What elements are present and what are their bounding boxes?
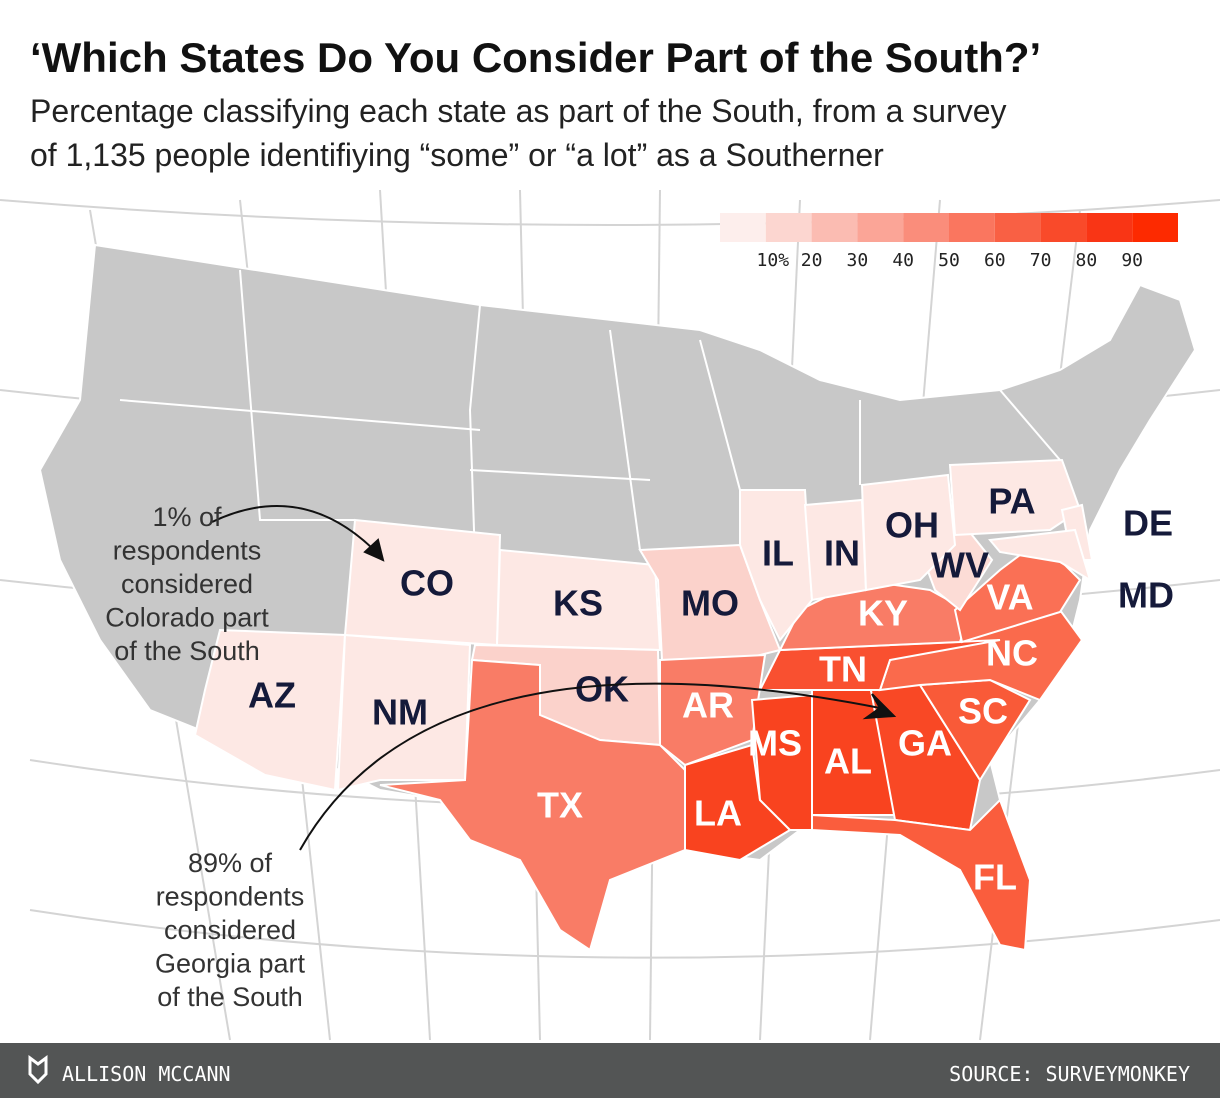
- state-label: IL: [762, 533, 794, 574]
- legend-label: 50: [938, 250, 960, 271]
- state-label: FL: [973, 857, 1017, 898]
- state-label: PA: [988, 481, 1035, 522]
- state: [988, 528, 1092, 583]
- annotation: Georgia part: [155, 949, 306, 979]
- state: [953, 538, 1082, 644]
- state-label: SC: [958, 691, 1008, 732]
- state-label: OH: [885, 505, 939, 546]
- state-label: IN: [824, 533, 860, 574]
- states: [193, 458, 1094, 952]
- legend-swatch: [765, 213, 812, 242]
- annotation: considered: [121, 569, 253, 599]
- logo: [28, 1055, 48, 1085]
- state-label: AZ: [248, 675, 296, 716]
- legend-swatch: [720, 213, 766, 242]
- footer-author: ALLISON MCCANN: [62, 1062, 231, 1086]
- state-label: DE: [1123, 503, 1173, 544]
- legend-label: 80: [1076, 250, 1098, 271]
- state-label: LA: [694, 793, 742, 834]
- title: ‘Which States Do You Consider Part of th…: [30, 34, 1041, 81]
- state: [860, 473, 957, 592]
- state-label: NM: [372, 692, 428, 733]
- annotation: 1% of: [152, 502, 222, 532]
- state: [739, 489, 814, 642]
- state-borders: [119, 269, 1061, 561]
- annotation: respondents: [156, 882, 305, 912]
- legend-swatch: [857, 213, 904, 242]
- legend-swatch: [1086, 213, 1133, 242]
- legend-label: 90: [1121, 250, 1143, 271]
- legend-swatch: [949, 213, 995, 242]
- state-label: MS: [748, 723, 802, 764]
- subtitle: of 1,135 people identifiying “some” or “…: [30, 137, 884, 173]
- annotation: Colorado part: [105, 603, 269, 633]
- state-label: VA: [986, 577, 1033, 618]
- state-label: TX: [537, 785, 583, 826]
- annotation: 89% of: [188, 848, 273, 878]
- footer-bar: [0, 1043, 1220, 1098]
- legend-swatch: [1132, 213, 1178, 242]
- state-label: AL: [824, 741, 872, 782]
- annotation: considered: [164, 915, 296, 945]
- state-label: TN: [819, 649, 867, 690]
- legend-label: 30: [847, 250, 869, 271]
- state: [878, 608, 1084, 702]
- legend-label: 60: [984, 250, 1006, 271]
- annotation: of the South: [157, 982, 303, 1012]
- state: [495, 548, 662, 652]
- annotation: of the South: [114, 636, 260, 666]
- state-label: MD: [1118, 575, 1174, 616]
- legend-swatch: [811, 213, 858, 242]
- state-label: MO: [681, 583, 739, 624]
- state: [750, 693, 813, 831]
- state-label: CO: [400, 563, 454, 604]
- annotation: respondents: [113, 536, 262, 566]
- footer-source: SOURCE: SURVEYMONKEY: [949, 1062, 1190, 1086]
- state-label: WV: [931, 545, 989, 586]
- state: [811, 798, 1032, 952]
- state: [379, 658, 686, 952]
- legend-label: 10%: [757, 250, 790, 271]
- legend-swatch: [903, 213, 949, 242]
- subtitle: Percentage classifying each state as par…: [30, 93, 1007, 129]
- legend: 10% 20 30 40 50 60 70 80 90: [720, 213, 1178, 271]
- state-label: KS: [553, 583, 603, 624]
- legend-swatch: [994, 213, 1041, 242]
- legend-label: 20: [801, 250, 823, 271]
- arrows: [211, 505, 897, 851]
- state-label: KY: [858, 593, 908, 634]
- legend-label: 70: [1030, 250, 1052, 271]
- state: [336, 633, 472, 792]
- state-label: AR: [682, 685, 734, 726]
- legend-swatch: [1040, 213, 1087, 242]
- state-label: OK: [575, 669, 629, 710]
- state-label: NC: [986, 633, 1038, 674]
- state: [659, 653, 767, 767]
- legend-label: 40: [892, 250, 914, 271]
- state-label: GA: [898, 723, 952, 764]
